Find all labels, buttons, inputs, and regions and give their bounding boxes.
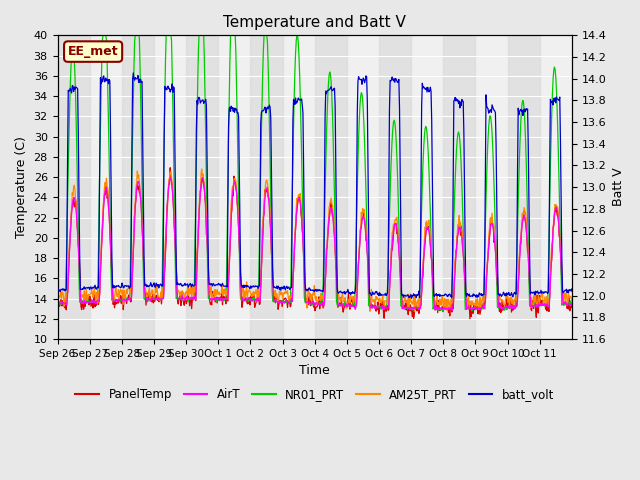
Bar (379, 36, 411, 339)
Y-axis label: Batt V: Batt V (612, 168, 625, 206)
Bar (58, 36, 90, 339)
Bar (186, 36, 218, 339)
Title: Temperature and Batt V: Temperature and Batt V (223, 15, 406, 30)
Bar (122, 36, 154, 339)
Bar (444, 36, 476, 339)
Bar (315, 36, 347, 339)
Y-axis label: Temperature (C): Temperature (C) (15, 136, 28, 238)
Bar (250, 36, 282, 339)
X-axis label: Time: Time (300, 364, 330, 377)
Text: EE_met: EE_met (68, 45, 118, 58)
Bar (508, 36, 540, 339)
Legend: PanelTemp, AirT, NR01_PRT, AM25T_PRT, batt_volt: PanelTemp, AirT, NR01_PRT, AM25T_PRT, ba… (70, 384, 559, 406)
